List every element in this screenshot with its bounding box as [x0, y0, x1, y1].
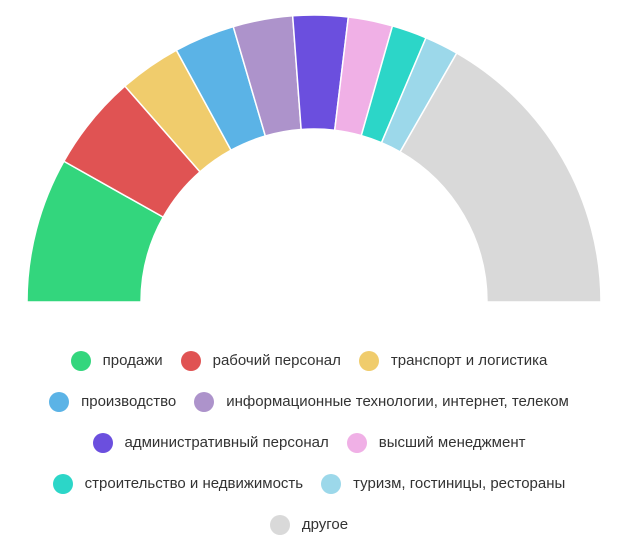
- legend-marker-icon: [70, 350, 91, 371]
- slice-10[interactable]: [399, 52, 602, 303]
- legend-marker-icon: [346, 432, 367, 453]
- legend-item-top-management[interactable]: высший менеджмент: [346, 432, 526, 453]
- legend-item-production[interactable]: производство: [49, 391, 177, 412]
- legend-item-admin[interactable]: административный персонал: [92, 432, 329, 453]
- legend-marker-icon: [358, 350, 379, 371]
- legend-marker-icon: [92, 432, 113, 453]
- legend-marker-icon: [49, 391, 70, 412]
- legend-label: высший менеджмент: [378, 434, 526, 451]
- legend-row: производство информационные технологии, …: [0, 381, 618, 422]
- semi-donut-chart: [26, 14, 602, 303]
- legend-marker-icon: [194, 391, 215, 412]
- legend-row: другое: [0, 504, 618, 545]
- legend-label: информационные технологии, интернет, тел…: [226, 393, 569, 410]
- legend-label: административный персонал: [124, 434, 329, 451]
- legend-marker-icon: [52, 473, 73, 494]
- legend-item-tourism[interactable]: туризм, гостиницы, рестораны: [321, 473, 566, 494]
- legend-marker-icon: [180, 350, 201, 371]
- legend-label: строительство и недвижимость: [84, 475, 304, 492]
- legend-label: туризм, гостиницы, рестораны: [353, 475, 566, 492]
- legend-label: производство: [81, 393, 177, 410]
- legend-item-transport[interactable]: транспорт и логистика: [358, 350, 548, 371]
- legend-row: строительство и недвижимость туризм, гос…: [0, 463, 618, 504]
- legend-marker-icon: [321, 473, 342, 494]
- legend-item-workers[interactable]: рабочий персонал: [180, 350, 341, 371]
- legend-marker-icon: [269, 514, 290, 535]
- legend-label: продажи: [102, 352, 163, 369]
- legend-item-other[interactable]: другое: [269, 514, 349, 535]
- legend-item-construction[interactable]: строительство и недвижимость: [52, 473, 304, 494]
- legend-label: транспорт и логистика: [390, 352, 548, 369]
- legend: продажи рабочий персонал транспорт и лог…: [0, 340, 618, 545]
- legend-label: другое: [301, 516, 349, 533]
- legend-row: продажи рабочий персонал транспорт и лог…: [0, 340, 618, 381]
- legend-item-it[interactable]: информационные технологии, интернет, тел…: [194, 391, 569, 412]
- legend-item-sales[interactable]: продажи: [70, 350, 163, 371]
- legend-label: рабочий персонал: [212, 352, 341, 369]
- legend-row: административный персонал высший менеджм…: [0, 422, 618, 463]
